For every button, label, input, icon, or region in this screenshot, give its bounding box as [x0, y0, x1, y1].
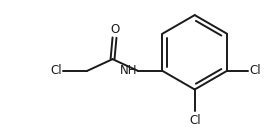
Text: Cl: Cl — [189, 114, 200, 127]
Text: Cl: Cl — [250, 64, 261, 77]
Text: O: O — [110, 23, 119, 36]
Text: Cl: Cl — [50, 64, 62, 77]
Text: NH: NH — [120, 64, 137, 77]
